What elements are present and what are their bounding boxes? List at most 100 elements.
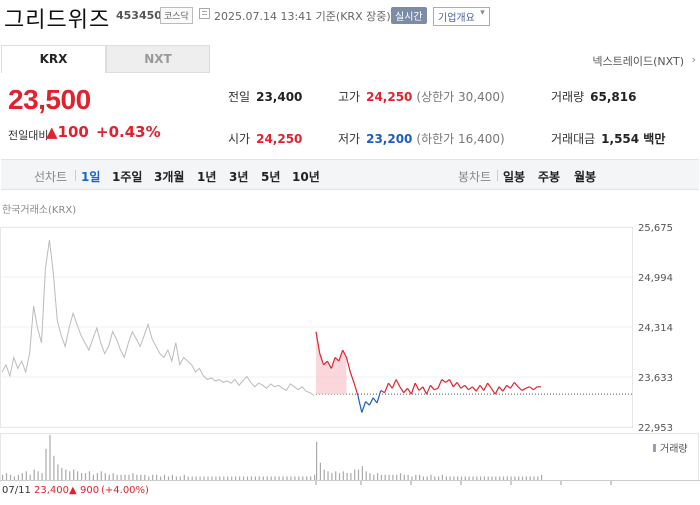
volume-bar bbox=[369, 473, 371, 480]
volume-bar bbox=[487, 476, 489, 480]
chevron-right-icon[interactable]: › bbox=[691, 53, 696, 66]
volume-bar bbox=[262, 476, 264, 480]
tab-nxt[interactable]: NXT bbox=[106, 45, 210, 73]
volume-bar bbox=[254, 476, 256, 480]
quote-prev: 전일 23,400 bbox=[228, 88, 302, 105]
prev-day-series-line bbox=[1, 239, 315, 397]
up-triangle-icon: ▲ bbox=[46, 123, 58, 141]
volume-bar bbox=[521, 476, 524, 480]
today-up-segment bbox=[353, 382, 359, 396]
company-overview-dropdown[interactable]: 기업개요 bbox=[433, 7, 490, 26]
today-up-segment bbox=[529, 386, 534, 391]
today-up-segment bbox=[509, 382, 515, 389]
volume-bar bbox=[476, 476, 478, 480]
volume-bar bbox=[33, 469, 35, 480]
prev-day-change-percent: (+4.00%) bbox=[101, 485, 149, 496]
tab-krx[interactable]: KRX bbox=[1, 45, 106, 73]
today-up-segment bbox=[399, 386, 405, 394]
volume-bar bbox=[316, 441, 318, 480]
today-up-segment bbox=[406, 387, 412, 395]
volume-bar bbox=[525, 476, 527, 480]
volume-bar bbox=[2, 474, 4, 480]
quote-low-label: 저가 bbox=[338, 132, 361, 146]
volume-bar bbox=[29, 474, 31, 480]
today-up-segment bbox=[330, 357, 336, 369]
today-up-segment bbox=[326, 360, 332, 369]
volume-bar bbox=[388, 474, 390, 480]
price-change: ▲100 bbox=[46, 123, 89, 141]
quote-volume-value: 65,816 bbox=[590, 90, 637, 104]
today-up-segment bbox=[525, 386, 530, 389]
volume-bar bbox=[191, 476, 193, 480]
quote-volume: 거래량 65,816 bbox=[551, 88, 636, 105]
period-3y[interactable]: 3년 bbox=[229, 170, 249, 184]
volume-legend-label: 거래량 bbox=[660, 443, 688, 455]
volume-bar bbox=[392, 474, 394, 480]
volume-bar bbox=[518, 476, 520, 480]
volume-bar bbox=[258, 476, 260, 480]
volume-bar bbox=[306, 476, 308, 480]
today-up-segment bbox=[391, 379, 397, 389]
period-toolbar: 선차트 1일 1주일 3개월 1년 3년 5년 10년 봉차트 일봉 주봉 월봉 bbox=[1, 159, 699, 190]
today-up-segment bbox=[388, 382, 393, 389]
volume-bar bbox=[495, 476, 497, 480]
volume-bar bbox=[335, 471, 337, 480]
today-up-segment bbox=[513, 382, 519, 388]
volume-bar bbox=[156, 474, 158, 480]
volume-bar bbox=[502, 476, 505, 480]
volume-bar bbox=[411, 476, 413, 480]
volume-bar bbox=[163, 474, 166, 480]
nexttrade-link[interactable]: 넥스트레이드(NXT) bbox=[592, 55, 684, 68]
today-up-segment bbox=[506, 384, 511, 389]
today-up-segment bbox=[533, 386, 538, 391]
period-5y[interactable]: 5년 bbox=[261, 170, 281, 184]
volume-bar bbox=[116, 474, 118, 480]
volume-bar bbox=[286, 476, 288, 480]
volume-bar bbox=[282, 476, 284, 480]
today-up-segment bbox=[414, 382, 420, 391]
line-chart-label: 선차트 bbox=[34, 170, 68, 184]
period-1y[interactable]: 1년 bbox=[197, 170, 217, 184]
volume-bar bbox=[377, 473, 379, 480]
volume-bar bbox=[108, 474, 110, 480]
today-up-segment bbox=[426, 385, 431, 395]
volume-bar bbox=[104, 473, 106, 480]
period-1w[interactable]: 1주일 bbox=[112, 170, 143, 184]
today-up-segment bbox=[429, 384, 435, 391]
realtime-button[interactable]: 실시간 bbox=[391, 7, 427, 24]
period-daily[interactable]: 일봉 bbox=[503, 170, 526, 184]
volume-bar bbox=[219, 476, 221, 480]
quote-amount: 거래대금 1,554 백만 bbox=[551, 130, 665, 147]
volume-bar bbox=[136, 474, 138, 480]
volume-bar bbox=[235, 476, 237, 480]
volume-bar bbox=[434, 476, 436, 480]
volume-bar bbox=[441, 474, 443, 480]
volume-bar bbox=[239, 476, 241, 480]
volume-bar bbox=[365, 471, 367, 480]
volume-bar bbox=[464, 476, 466, 480]
volume-bar bbox=[361, 466, 363, 480]
period-weekly[interactable]: 주봉 bbox=[538, 170, 561, 184]
today-up-segment bbox=[521, 387, 527, 392]
volume-bar bbox=[415, 474, 417, 480]
volume-bar bbox=[215, 476, 217, 480]
period-1d[interactable]: 1일 bbox=[81, 170, 101, 184]
volume-bar bbox=[132, 473, 134, 480]
volume-bar bbox=[460, 476, 463, 480]
volume-bar bbox=[483, 476, 485, 480]
volume-bar bbox=[21, 473, 23, 480]
volume-bar bbox=[61, 467, 63, 480]
volume-bar bbox=[41, 473, 43, 480]
period-monthly[interactable]: 월봉 bbox=[574, 170, 597, 184]
volume-bar bbox=[211, 476, 213, 480]
stock-code: 453450 bbox=[116, 9, 162, 22]
today-up-segment bbox=[502, 384, 508, 392]
volume-bar bbox=[403, 474, 405, 480]
today-up-segment bbox=[410, 382, 416, 395]
period-3m[interactable]: 3개월 bbox=[154, 170, 185, 184]
quote-open-label: 시가 bbox=[228, 132, 251, 146]
today-up-segment bbox=[437, 379, 443, 389]
volume-bar bbox=[302, 476, 304, 480]
period-10y[interactable]: 10년 bbox=[292, 170, 320, 184]
